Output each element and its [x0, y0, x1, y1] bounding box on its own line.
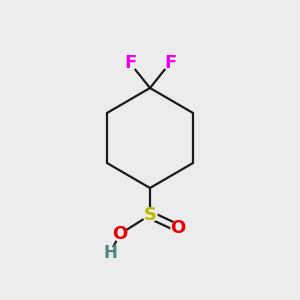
- Circle shape: [143, 208, 157, 222]
- Circle shape: [123, 56, 137, 70]
- Text: F: F: [124, 54, 136, 72]
- Text: O: O: [170, 219, 186, 237]
- Text: S: S: [143, 206, 157, 224]
- Circle shape: [104, 247, 116, 259]
- Text: F: F: [164, 54, 176, 72]
- Circle shape: [163, 56, 177, 70]
- Text: H: H: [103, 244, 117, 262]
- Circle shape: [171, 221, 185, 235]
- Text: O: O: [112, 225, 128, 243]
- Circle shape: [113, 227, 127, 241]
